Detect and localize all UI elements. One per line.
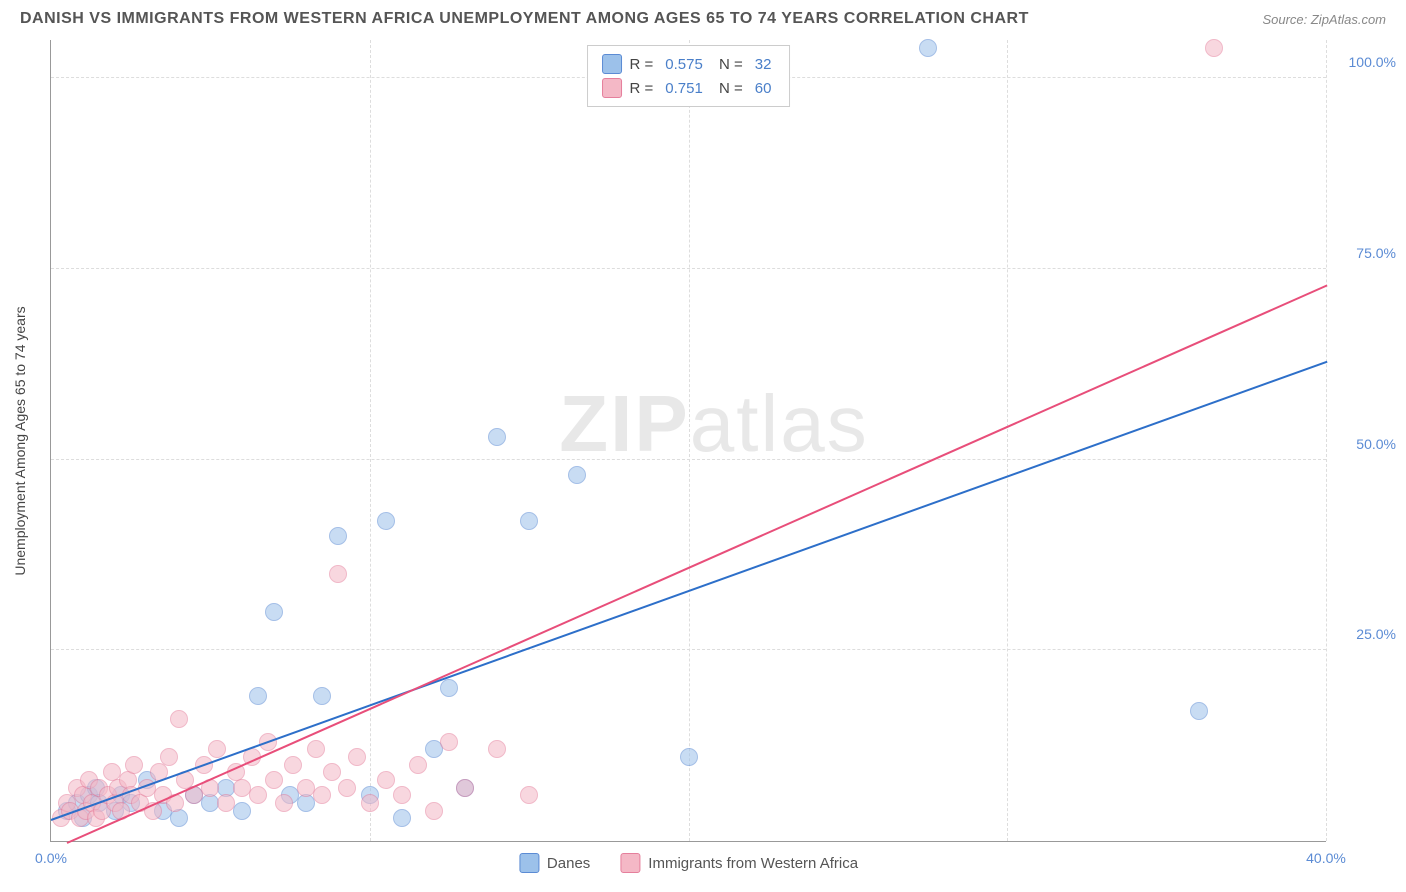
data-point: [409, 756, 427, 774]
data-point: [440, 679, 458, 697]
data-point: [233, 802, 251, 820]
data-point: [1205, 39, 1223, 57]
data-point: [361, 794, 379, 812]
data-point: [520, 786, 538, 804]
data-point: [160, 748, 178, 766]
data-point: [249, 687, 267, 705]
data-point: [307, 740, 325, 758]
data-point: [425, 802, 443, 820]
n-value-immigrants: 60: [755, 80, 772, 97]
legend-item-immigrants: Immigrants from Western Africa: [620, 853, 858, 873]
y-tick-label: 50.0%: [1336, 436, 1396, 452]
watermark: ZIPatlas: [559, 378, 868, 470]
data-point: [125, 756, 143, 774]
plot-region: ZIPatlas R = 0.575 N = 32 R = 0.751 N = …: [50, 40, 1326, 842]
data-point: [265, 603, 283, 621]
data-point: [338, 779, 356, 797]
legend-label: Danes: [547, 855, 590, 872]
data-point: [329, 527, 347, 545]
data-point: [919, 39, 937, 57]
data-point: [520, 512, 538, 530]
n-value-danes: 32: [755, 56, 772, 73]
legend-swatch-danes: [602, 54, 622, 74]
data-point: [456, 779, 474, 797]
data-point: [488, 428, 506, 446]
gridline-v: [370, 40, 371, 841]
data-point: [393, 786, 411, 804]
legend-swatch-icon: [620, 853, 640, 873]
x-tick-label: 40.0%: [1306, 850, 1346, 866]
y-tick-label: 75.0%: [1336, 245, 1396, 261]
legend-swatch-immigrants: [602, 78, 622, 98]
x-tick-label: 0.0%: [35, 850, 67, 866]
data-point: [329, 565, 347, 583]
data-point: [208, 740, 226, 758]
y-tick-label: 25.0%: [1336, 626, 1396, 642]
data-point: [323, 763, 341, 781]
data-point: [1190, 702, 1208, 720]
data-point: [377, 771, 395, 789]
data-point: [170, 710, 188, 728]
data-point: [680, 748, 698, 766]
r-value-immigrants: 0.751: [665, 80, 703, 97]
legend-row-danes: R = 0.575 N = 32: [602, 52, 776, 76]
y-tick-label: 100.0%: [1336, 54, 1396, 70]
data-point: [170, 809, 188, 827]
data-point: [568, 466, 586, 484]
data-point: [393, 809, 411, 827]
data-point: [313, 687, 331, 705]
gridline-v: [1326, 40, 1327, 841]
data-point: [284, 756, 302, 774]
data-point: [440, 733, 458, 751]
legend-label: Immigrants from Western Africa: [648, 855, 858, 872]
data-point: [275, 794, 293, 812]
data-point: [313, 786, 331, 804]
gridline-v: [1007, 40, 1008, 841]
correlation-legend: R = 0.575 N = 32 R = 0.751 N = 60: [587, 45, 791, 107]
data-point: [249, 786, 267, 804]
series-legend: Danes Immigrants from Western Africa: [519, 853, 858, 873]
chart-header: DANISH VS IMMIGRANTS FROM WESTERN AFRICA…: [0, 0, 1406, 33]
y-axis-label: Unemployment Among Ages 65 to 74 years: [12, 306, 28, 575]
legend-swatch-icon: [519, 853, 539, 873]
source-attribution: Source: ZipAtlas.com: [1262, 12, 1386, 27]
chart-title: DANISH VS IMMIGRANTS FROM WESTERN AFRICA…: [20, 10, 1029, 28]
data-point: [265, 771, 283, 789]
data-point: [348, 748, 366, 766]
legend-row-immigrants: R = 0.751 N = 60: [602, 76, 776, 100]
r-value-danes: 0.575: [665, 56, 703, 73]
data-point: [217, 794, 235, 812]
gridline-v: [689, 40, 690, 841]
legend-item-danes: Danes: [519, 853, 590, 873]
data-point: [377, 512, 395, 530]
data-point: [488, 740, 506, 758]
chart-area: Unemployment Among Ages 65 to 74 years Z…: [50, 40, 1326, 842]
